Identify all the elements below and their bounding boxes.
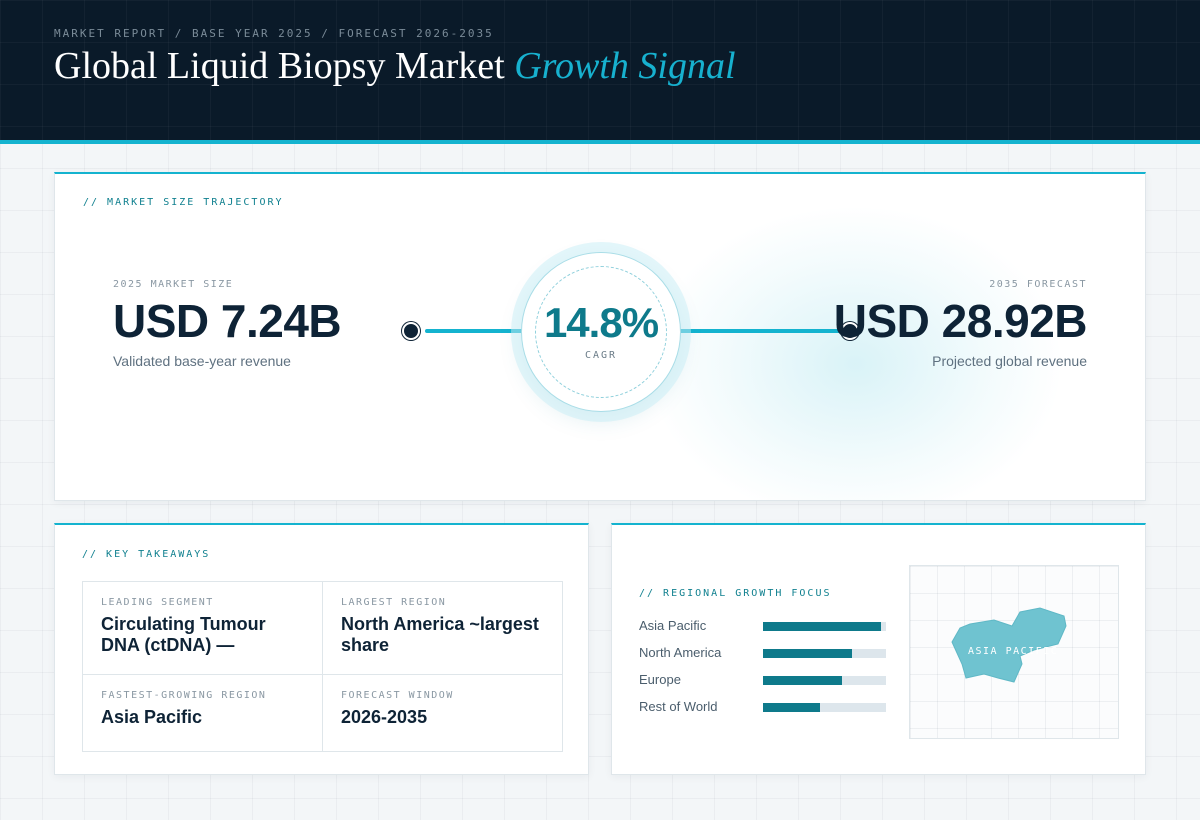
market-size-section-label: // MARKET SIZE TRAJECTORY	[83, 197, 284, 208]
start-point-marker	[402, 322, 420, 340]
regional-growth-card: // REGIONAL GROWTH FOCUS Asia Pacific No…	[611, 523, 1146, 775]
asia-pacific-shape	[951, 607, 1067, 683]
region-name: North America	[639, 645, 722, 660]
region-bar-fill	[763, 676, 842, 685]
takeaway-largest-region: LARGEST REGION North America ~largest sh…	[323, 582, 563, 675]
takeaway-label: LARGEST REGION	[341, 597, 447, 608]
key-takeaways-card: // KEY TAKEAWAYS LEADING SEGMENT Circula…	[54, 523, 589, 775]
page-title-main: Global Liquid Biopsy Market	[54, 45, 505, 87]
takeaway-label: FORECAST WINDOW	[341, 690, 454, 701]
takeaway-fastest-growing-region: FASTEST-GROWING REGION Asia Pacific	[83, 675, 323, 752]
takeaway-value: 2026-2035	[341, 707, 428, 727]
region-bar-fill	[763, 622, 882, 631]
base-year-label: 2025 MARKET SIZE	[113, 279, 234, 290]
page-title: Global Liquid Biopsy Market Growth Signa…	[54, 44, 736, 88]
takeaway-label: LEADING SEGMENT	[101, 597, 214, 608]
forecast-value: USD 28.92B	[833, 295, 1088, 347]
region-row-north-america: North America	[639, 645, 889, 661]
report-eyebrow: MARKET REPORT / BASE YEAR 2025 / FORECAS…	[54, 27, 494, 40]
region-row-europe: Europe	[639, 672, 889, 688]
page-title-accent: Growth Signal	[514, 45, 736, 87]
header-accent-bar	[0, 140, 1200, 144]
forecast-label: 2035 FORECAST	[989, 279, 1087, 290]
key-takeaways-section-label: // KEY TAKEAWAYS	[82, 549, 211, 560]
takeaway-label: FASTEST-GROWING REGION	[101, 690, 267, 701]
report-header: MARKET REPORT / BASE YEAR 2025 / FORECAS…	[0, 0, 1200, 140]
base-year-caption: Validated base-year revenue	[113, 353, 291, 369]
takeaway-leading-segment: LEADING SEGMENT Circulating Tumour DNA (…	[83, 582, 323, 675]
takeaway-value: Asia Pacific	[101, 707, 203, 727]
end-point-marker	[841, 322, 859, 340]
region-row-rest-of-world: Rest of World	[639, 699, 889, 715]
forecast-caption: Projected global revenue	[932, 353, 1087, 369]
map-region-label: ASIA PACIFIC	[968, 646, 1059, 657]
cagr-badge-inner-ring	[535, 266, 667, 398]
regional-section-label: // REGIONAL GROWTH FOCUS	[639, 588, 832, 599]
region-name: Asia Pacific	[639, 618, 707, 633]
region-bar-track	[763, 676, 886, 685]
cagr-label: CAGR	[584, 350, 618, 361]
region-name: Rest of World	[639, 699, 718, 714]
takeaway-forecast-window: FORECAST WINDOW 2026-2035	[323, 675, 563, 752]
takeaways-grid: LEADING SEGMENT Circulating Tumour DNA (…	[82, 581, 563, 752]
region-name: Europe	[639, 672, 681, 687]
takeaway-value: Circulating Tumour DNA (ctDNA) —	[101, 614, 266, 655]
takeaway-value: North America ~largest share	[341, 614, 539, 655]
region-row-asia-pacific: Asia Pacific	[639, 618, 889, 634]
base-year-value: USD 7.24B	[113, 295, 342, 347]
region-bar-track	[763, 622, 886, 631]
region-bar-fill	[763, 649, 852, 658]
cagr-value: 14.8%	[543, 299, 659, 346]
region-bar-track	[763, 649, 886, 658]
market-size-card: // MARKET SIZE TRAJECTORY 2025 MARKET SI…	[54, 172, 1146, 501]
region-map: ASIA PACIFIC	[909, 565, 1119, 739]
region-bar-track	[763, 703, 886, 712]
region-bar-fill	[763, 703, 820, 712]
